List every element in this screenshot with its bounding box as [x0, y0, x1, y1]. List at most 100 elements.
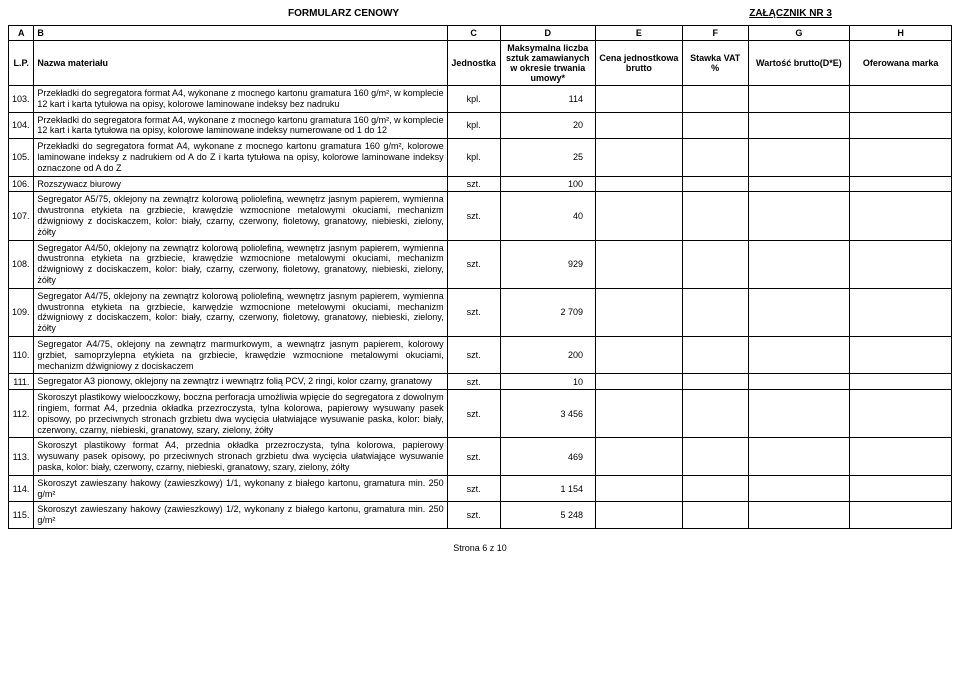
table-row: 103.Przekładki do segregatora format A4,… — [9, 86, 952, 113]
table-row: 105.Przekładki do segregatora format A4,… — [9, 139, 952, 176]
cell-lp: 106. — [9, 176, 34, 192]
cell-brand[interactable] — [850, 288, 952, 336]
cell-lp: 112. — [9, 390, 34, 438]
cell-lp: 114. — [9, 475, 34, 502]
cell-unit: kpl. — [447, 86, 500, 113]
cell-brand[interactable] — [850, 176, 952, 192]
col-letter-g: G — [748, 26, 850, 41]
cell-qty: 2 709 — [500, 288, 595, 336]
cell-qty: 929 — [500, 240, 595, 288]
cell-value[interactable] — [748, 502, 850, 529]
cell-value[interactable] — [748, 112, 850, 139]
cell-qty: 1 154 — [500, 475, 595, 502]
cell-lp: 103. — [9, 86, 34, 113]
cell-price[interactable] — [595, 475, 682, 502]
cell-price[interactable] — [595, 139, 682, 176]
cell-qty: 10 — [500, 374, 595, 390]
cell-name: Segregator A3 pionowy, oklejony na zewną… — [34, 374, 447, 390]
cell-qty: 469 — [500, 438, 595, 475]
cell-value[interactable] — [748, 475, 850, 502]
cell-vat[interactable] — [682, 390, 748, 438]
cell-unit: szt. — [447, 502, 500, 529]
cell-price[interactable] — [595, 438, 682, 475]
cell-name: Przekładki do segregatora format A4, wyk… — [34, 112, 447, 139]
cell-brand[interactable] — [850, 475, 952, 502]
cell-lp: 105. — [9, 139, 34, 176]
col-vat: Stawka VAT % — [682, 41, 748, 86]
cell-value[interactable] — [748, 288, 850, 336]
cell-brand[interactable] — [850, 112, 952, 139]
cell-lp: 111. — [9, 374, 34, 390]
col-unit: Jednostka — [447, 41, 500, 86]
cell-unit: szt. — [447, 176, 500, 192]
cell-vat[interactable] — [682, 438, 748, 475]
cell-vat[interactable] — [682, 176, 748, 192]
cell-unit: szt. — [447, 192, 500, 240]
cell-vat[interactable] — [682, 240, 748, 288]
cell-name: Przekładki do segregatora format A4, wyk… — [34, 139, 447, 176]
cell-value[interactable] — [748, 240, 850, 288]
table-row: 110.Segregator A4/75, oklejony na zewnąt… — [9, 336, 952, 373]
cell-vat[interactable] — [682, 86, 748, 113]
cell-brand[interactable] — [850, 139, 952, 176]
cell-vat[interactable] — [682, 502, 748, 529]
cell-qty: 40 — [500, 192, 595, 240]
cell-price[interactable] — [595, 502, 682, 529]
col-value: Wartość brutto(D*E) — [748, 41, 850, 86]
cell-price[interactable] — [595, 86, 682, 113]
table-row: 106.Rozszywacz biurowyszt.100 — [9, 176, 952, 192]
cell-price[interactable] — [595, 192, 682, 240]
cell-brand[interactable] — [850, 502, 952, 529]
cell-vat[interactable] — [682, 112, 748, 139]
cell-brand[interactable] — [850, 374, 952, 390]
cell-vat[interactable] — [682, 192, 748, 240]
cell-vat[interactable] — [682, 374, 748, 390]
cell-price[interactable] — [595, 240, 682, 288]
cell-brand[interactable] — [850, 192, 952, 240]
cell-name: Skoroszyt plastikowy format A4, przednia… — [34, 438, 447, 475]
cell-vat[interactable] — [682, 475, 748, 502]
doc-title: FORMULARZ CENOWY — [288, 8, 399, 19]
cell-price[interactable] — [595, 374, 682, 390]
cell-price[interactable] — [595, 112, 682, 139]
cell-unit: szt. — [447, 475, 500, 502]
cell-value[interactable] — [748, 176, 850, 192]
cell-unit: szt. — [447, 374, 500, 390]
cell-qty: 3 456 — [500, 390, 595, 438]
cell-brand[interactable] — [850, 336, 952, 373]
cell-value[interactable] — [748, 139, 850, 176]
col-name: Nazwa materiału — [34, 41, 447, 86]
cell-value[interactable] — [748, 86, 850, 113]
table-row: 113.Skoroszyt plastikowy format A4, prze… — [9, 438, 952, 475]
cell-name: Segregator A4/50, oklejony na zewnątrz k… — [34, 240, 447, 288]
cell-brand[interactable] — [850, 240, 952, 288]
cell-vat[interactable] — [682, 336, 748, 373]
cell-price[interactable] — [595, 390, 682, 438]
col-letter-a: A — [9, 26, 34, 41]
cell-brand[interactable] — [850, 86, 952, 113]
cell-price[interactable] — [595, 288, 682, 336]
cell-value[interactable] — [748, 438, 850, 475]
cell-name: Rozszywacz biurowy — [34, 176, 447, 192]
col-brand: Oferowana marka — [850, 41, 952, 86]
col-lp: L.P. — [9, 41, 34, 86]
cell-brand[interactable] — [850, 390, 952, 438]
cell-lp: 110. — [9, 336, 34, 373]
cell-qty: 5 248 — [500, 502, 595, 529]
cell-lp: 113. — [9, 438, 34, 475]
col-qty: Maksymalna liczba sztuk zamawianych w ok… — [500, 41, 595, 86]
cell-vat[interactable] — [682, 288, 748, 336]
cell-unit: kpl. — [447, 139, 500, 176]
cell-value[interactable] — [748, 192, 850, 240]
cell-brand[interactable] — [850, 438, 952, 475]
cell-price[interactable] — [595, 336, 682, 373]
cell-value[interactable] — [748, 374, 850, 390]
cell-value[interactable] — [748, 390, 850, 438]
cell-value[interactable] — [748, 336, 850, 373]
cell-vat[interactable] — [682, 139, 748, 176]
cell-name: Skoroszyt zawieszany hakowy (zawieszkowy… — [34, 475, 447, 502]
letter-header-row: A B C D E F G H — [9, 26, 952, 41]
cell-price[interactable] — [595, 176, 682, 192]
cell-unit: szt. — [447, 438, 500, 475]
cell-name: Przekładki do segregatora format A4, wyk… — [34, 86, 447, 113]
